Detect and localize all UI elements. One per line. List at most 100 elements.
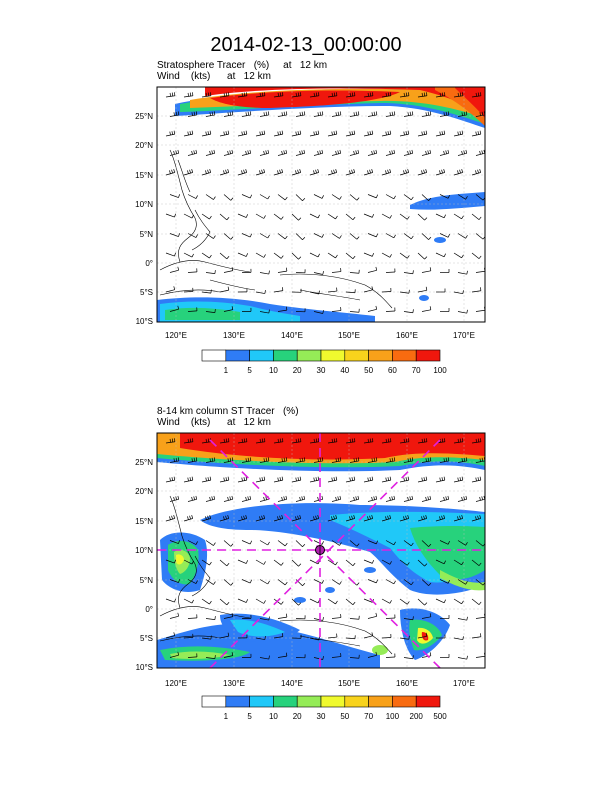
chart2-colorbar-swatch xyxy=(415,695,441,708)
chart1-wind-barb xyxy=(219,252,230,260)
chart1-wind-barb xyxy=(277,233,288,240)
chart1-wind-barb xyxy=(237,213,248,218)
chart2-wind-barb xyxy=(277,457,288,463)
chart2-wind-barb xyxy=(367,495,378,502)
chart2-wind-barb xyxy=(417,559,428,567)
chart1-wind-barb xyxy=(295,269,306,274)
chart2-wind-barb xyxy=(277,613,288,619)
chart2-wind-barb xyxy=(309,476,320,483)
chart1-wind-barb xyxy=(241,111,252,117)
chart2-wind-barb xyxy=(183,438,194,444)
chart2-colorbar-swatch xyxy=(320,695,346,708)
chart2-wind-barb xyxy=(363,632,374,639)
chart2-wind-barb xyxy=(367,457,378,463)
chart1-wind-barb xyxy=(223,149,234,156)
chart1-wind-barb xyxy=(345,213,356,221)
chart1-wind-barb xyxy=(169,111,180,117)
chart1-wind-barb xyxy=(363,213,374,218)
chart2-wind-barb xyxy=(435,476,446,483)
chart2-colorbar-label: 5 xyxy=(247,712,252,721)
chart1-wind-barb xyxy=(385,149,396,156)
chart2-wind-barb xyxy=(277,540,288,547)
chart1-wind-barb xyxy=(457,233,468,239)
chart1-wind-barb xyxy=(187,233,198,238)
chart1-wind-barb xyxy=(363,252,374,257)
chart1-wind-barb xyxy=(403,194,414,201)
chart1-yaxis: 25°N 20°N 15°N 10°N 5°N 0° 5°S 10°S xyxy=(135,112,153,326)
chart1-wind-barb xyxy=(241,233,252,238)
chart1-wind-barb xyxy=(313,111,324,117)
chart1-wind-barb xyxy=(165,213,176,218)
chart1-wind-barb xyxy=(421,111,432,117)
chart1-wind-barb xyxy=(367,305,378,312)
chart2-colorbar-swatch xyxy=(225,695,250,708)
chart1-wind-barb xyxy=(421,267,432,273)
chart2-ytick: 25°N xyxy=(135,458,153,467)
chart1-wind-barb xyxy=(241,307,252,312)
chart1-wind-barb xyxy=(381,213,392,219)
chart1-wind-barb xyxy=(309,213,320,219)
chart2-wind-barb xyxy=(309,515,319,522)
chart1-wind-barb xyxy=(183,169,193,176)
chart2-colorbar-label: 1 xyxy=(224,712,229,721)
chart2-wind-barb xyxy=(169,579,180,583)
chart1-wind-barb xyxy=(259,309,270,314)
chart2-wind-barb xyxy=(327,476,338,483)
chart1-wind-barb xyxy=(471,287,482,293)
chart1-wind-barb xyxy=(187,268,198,273)
chart1-wind-barb xyxy=(165,286,176,293)
chart1-wind-barb xyxy=(277,267,288,273)
chart1-wind-barb xyxy=(417,130,428,137)
chart1-colorbar-swatch xyxy=(273,349,298,362)
chart1-colorbar-label: 5 xyxy=(247,366,252,375)
chart1-colorbar-label: 100 xyxy=(433,366,447,375)
chart1-wind-barb xyxy=(223,233,234,240)
chart1-wind-barb xyxy=(399,289,410,294)
chart2-wind-barb xyxy=(201,476,212,483)
chart1-wind-barb xyxy=(435,213,446,219)
chart2-wind-barb xyxy=(471,438,482,444)
chart1-wind-barb xyxy=(201,92,212,98)
chart1-wind-barb xyxy=(399,252,410,259)
chart1-wind-barb xyxy=(187,307,198,312)
chart1-wind-barb xyxy=(327,213,338,220)
chart1-wind-barb xyxy=(403,309,414,314)
chart1-colorbar: 1 5 10 20 30 40 50 60 70 100 xyxy=(201,349,447,375)
chart1-wind-barb xyxy=(367,266,378,273)
chart2-wind-barb xyxy=(349,540,360,547)
chart1-colorbar-swatch xyxy=(201,349,227,362)
chart1-colorbar-swatch xyxy=(344,349,369,362)
chart1-wind-barb xyxy=(471,130,482,137)
chart2-wind-barb xyxy=(453,438,464,444)
chart2-wind-barb xyxy=(457,457,468,463)
chart1-colorbar-swatch xyxy=(415,349,441,362)
chart1-wind-barb xyxy=(165,252,176,257)
chart1-wind-barb xyxy=(363,286,374,293)
chart1-wind-barb xyxy=(201,169,211,176)
chart2-wind-barb xyxy=(440,615,450,619)
chart1-wind-barb xyxy=(457,270,468,275)
chart2-xtick: 130°E xyxy=(223,679,245,688)
chart2-wind-barb xyxy=(471,515,481,522)
chart2-wind-barb xyxy=(295,654,306,659)
chart1-wind-barb xyxy=(381,130,392,137)
chart2-wind-barb xyxy=(381,634,392,639)
chart2-wind-barb xyxy=(205,655,216,659)
chart1-wind-barb xyxy=(205,194,216,200)
chart2-wind-barb xyxy=(453,636,464,641)
chart2-wind-barb xyxy=(259,457,270,463)
chart1-colorbar-label: 60 xyxy=(388,366,397,375)
chart1-wind-barb xyxy=(471,169,481,176)
chart2-wind-barb xyxy=(439,579,450,584)
chart1-wind-barb xyxy=(219,169,229,176)
chart2-wind-barb xyxy=(367,579,378,584)
chart1-wind-barb xyxy=(331,194,342,200)
chart2-wind-barb xyxy=(331,457,342,463)
chart2-wind-barb xyxy=(385,614,396,619)
chart2-colorbar-swatch xyxy=(249,695,274,708)
chart2-wind-barb xyxy=(421,457,432,463)
chart1-wind-barb xyxy=(169,266,180,273)
chart2-wind-barb xyxy=(241,495,252,502)
chart2-wind-barb xyxy=(169,540,180,544)
